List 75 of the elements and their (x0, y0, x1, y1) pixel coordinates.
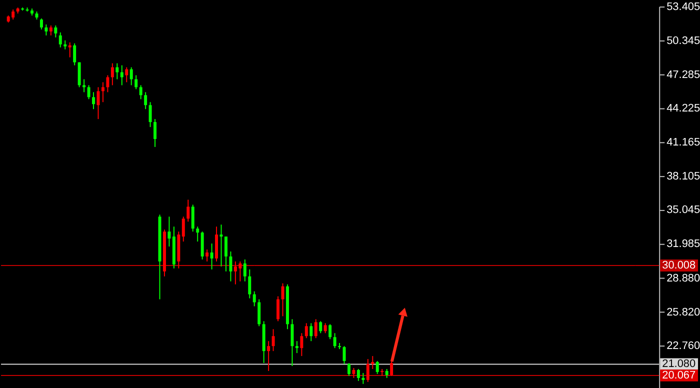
candlestick (371, 356, 374, 370)
candlestick (106, 74, 110, 93)
candlestick (210, 243, 214, 270)
candlestick (186, 199, 190, 222)
candlestick (49, 24, 52, 36)
candlestick (78, 62, 81, 88)
candlestick (224, 236, 228, 272)
candlestick (310, 322, 313, 342)
candlestick (125, 66, 128, 83)
candlestick (356, 368, 360, 382)
candlestick (267, 340, 270, 372)
candlestick (120, 64, 124, 86)
y-tick-label: 50.345 (666, 34, 700, 47)
candlestick (200, 231, 204, 260)
y-tick-label: 25.820 (666, 306, 700, 318)
y-tick-label: 35.045 (666, 204, 700, 216)
candlestick (154, 118, 157, 148)
candlestick (148, 102, 152, 128)
y-tick-label: 47.285 (666, 68, 700, 81)
candlestick (347, 362, 350, 376)
candlestick (366, 358, 370, 382)
candlestick (58, 32, 62, 48)
candlestick (276, 296, 280, 322)
candlestick (215, 226, 218, 262)
candlestick (54, 24, 58, 38)
candlestick (352, 367, 356, 378)
ref-line-label: 20.067 (662, 369, 696, 382)
candlestick (295, 340, 298, 354)
candlestick (258, 298, 261, 327)
y-tick-label: 41.165 (666, 136, 700, 149)
candlestick (134, 74, 138, 90)
candlestick (333, 332, 336, 349)
candlestick (191, 204, 194, 232)
candlestick (87, 84, 90, 100)
candlestick (300, 332, 304, 357)
candlestick (229, 250, 232, 282)
candlestick (206, 249, 209, 262)
candlestick (196, 226, 200, 242)
candlestick (362, 372, 365, 384)
candlestick (139, 84, 142, 100)
candlestick (96, 86, 100, 120)
ref-line-label: 21.080 (662, 358, 696, 370)
candlestick (390, 360, 394, 376)
candlestick (290, 318, 294, 366)
candlestick (116, 62, 119, 80)
y-tick-label: 38.105 (666, 170, 700, 182)
candlestick (168, 216, 171, 248)
y-tick-label: 44.225 (666, 102, 700, 115)
y-tick-label: 22.760 (666, 340, 700, 352)
candlestick (304, 322, 308, 339)
y-tick-label: 53.405 (666, 1, 700, 14)
candlestick (272, 328, 275, 352)
candlestick (101, 82, 104, 103)
candlestick (40, 18, 43, 30)
y-tick-label: 28.880 (666, 272, 700, 284)
candlestick (82, 78, 86, 93)
candlestick (248, 268, 252, 299)
candlestick (44, 24, 48, 36)
candlestick (319, 320, 322, 334)
candlestick (110, 62, 114, 86)
candlestick (252, 290, 256, 307)
candlestick (243, 258, 246, 282)
candlestick (130, 66, 133, 86)
y-tick-label: 31.985 (666, 238, 700, 250)
candlestick (144, 92, 148, 110)
candlestick (376, 360, 379, 374)
candlestick (314, 318, 318, 339)
candlestick (73, 42, 76, 66)
candlestick (182, 216, 185, 242)
candlestick (324, 322, 327, 334)
candlestick (328, 324, 332, 340)
candlestick (92, 92, 95, 110)
candlestick (68, 42, 72, 58)
ref-line-label: 30.008 (662, 259, 696, 272)
candlestick (220, 224, 223, 267)
